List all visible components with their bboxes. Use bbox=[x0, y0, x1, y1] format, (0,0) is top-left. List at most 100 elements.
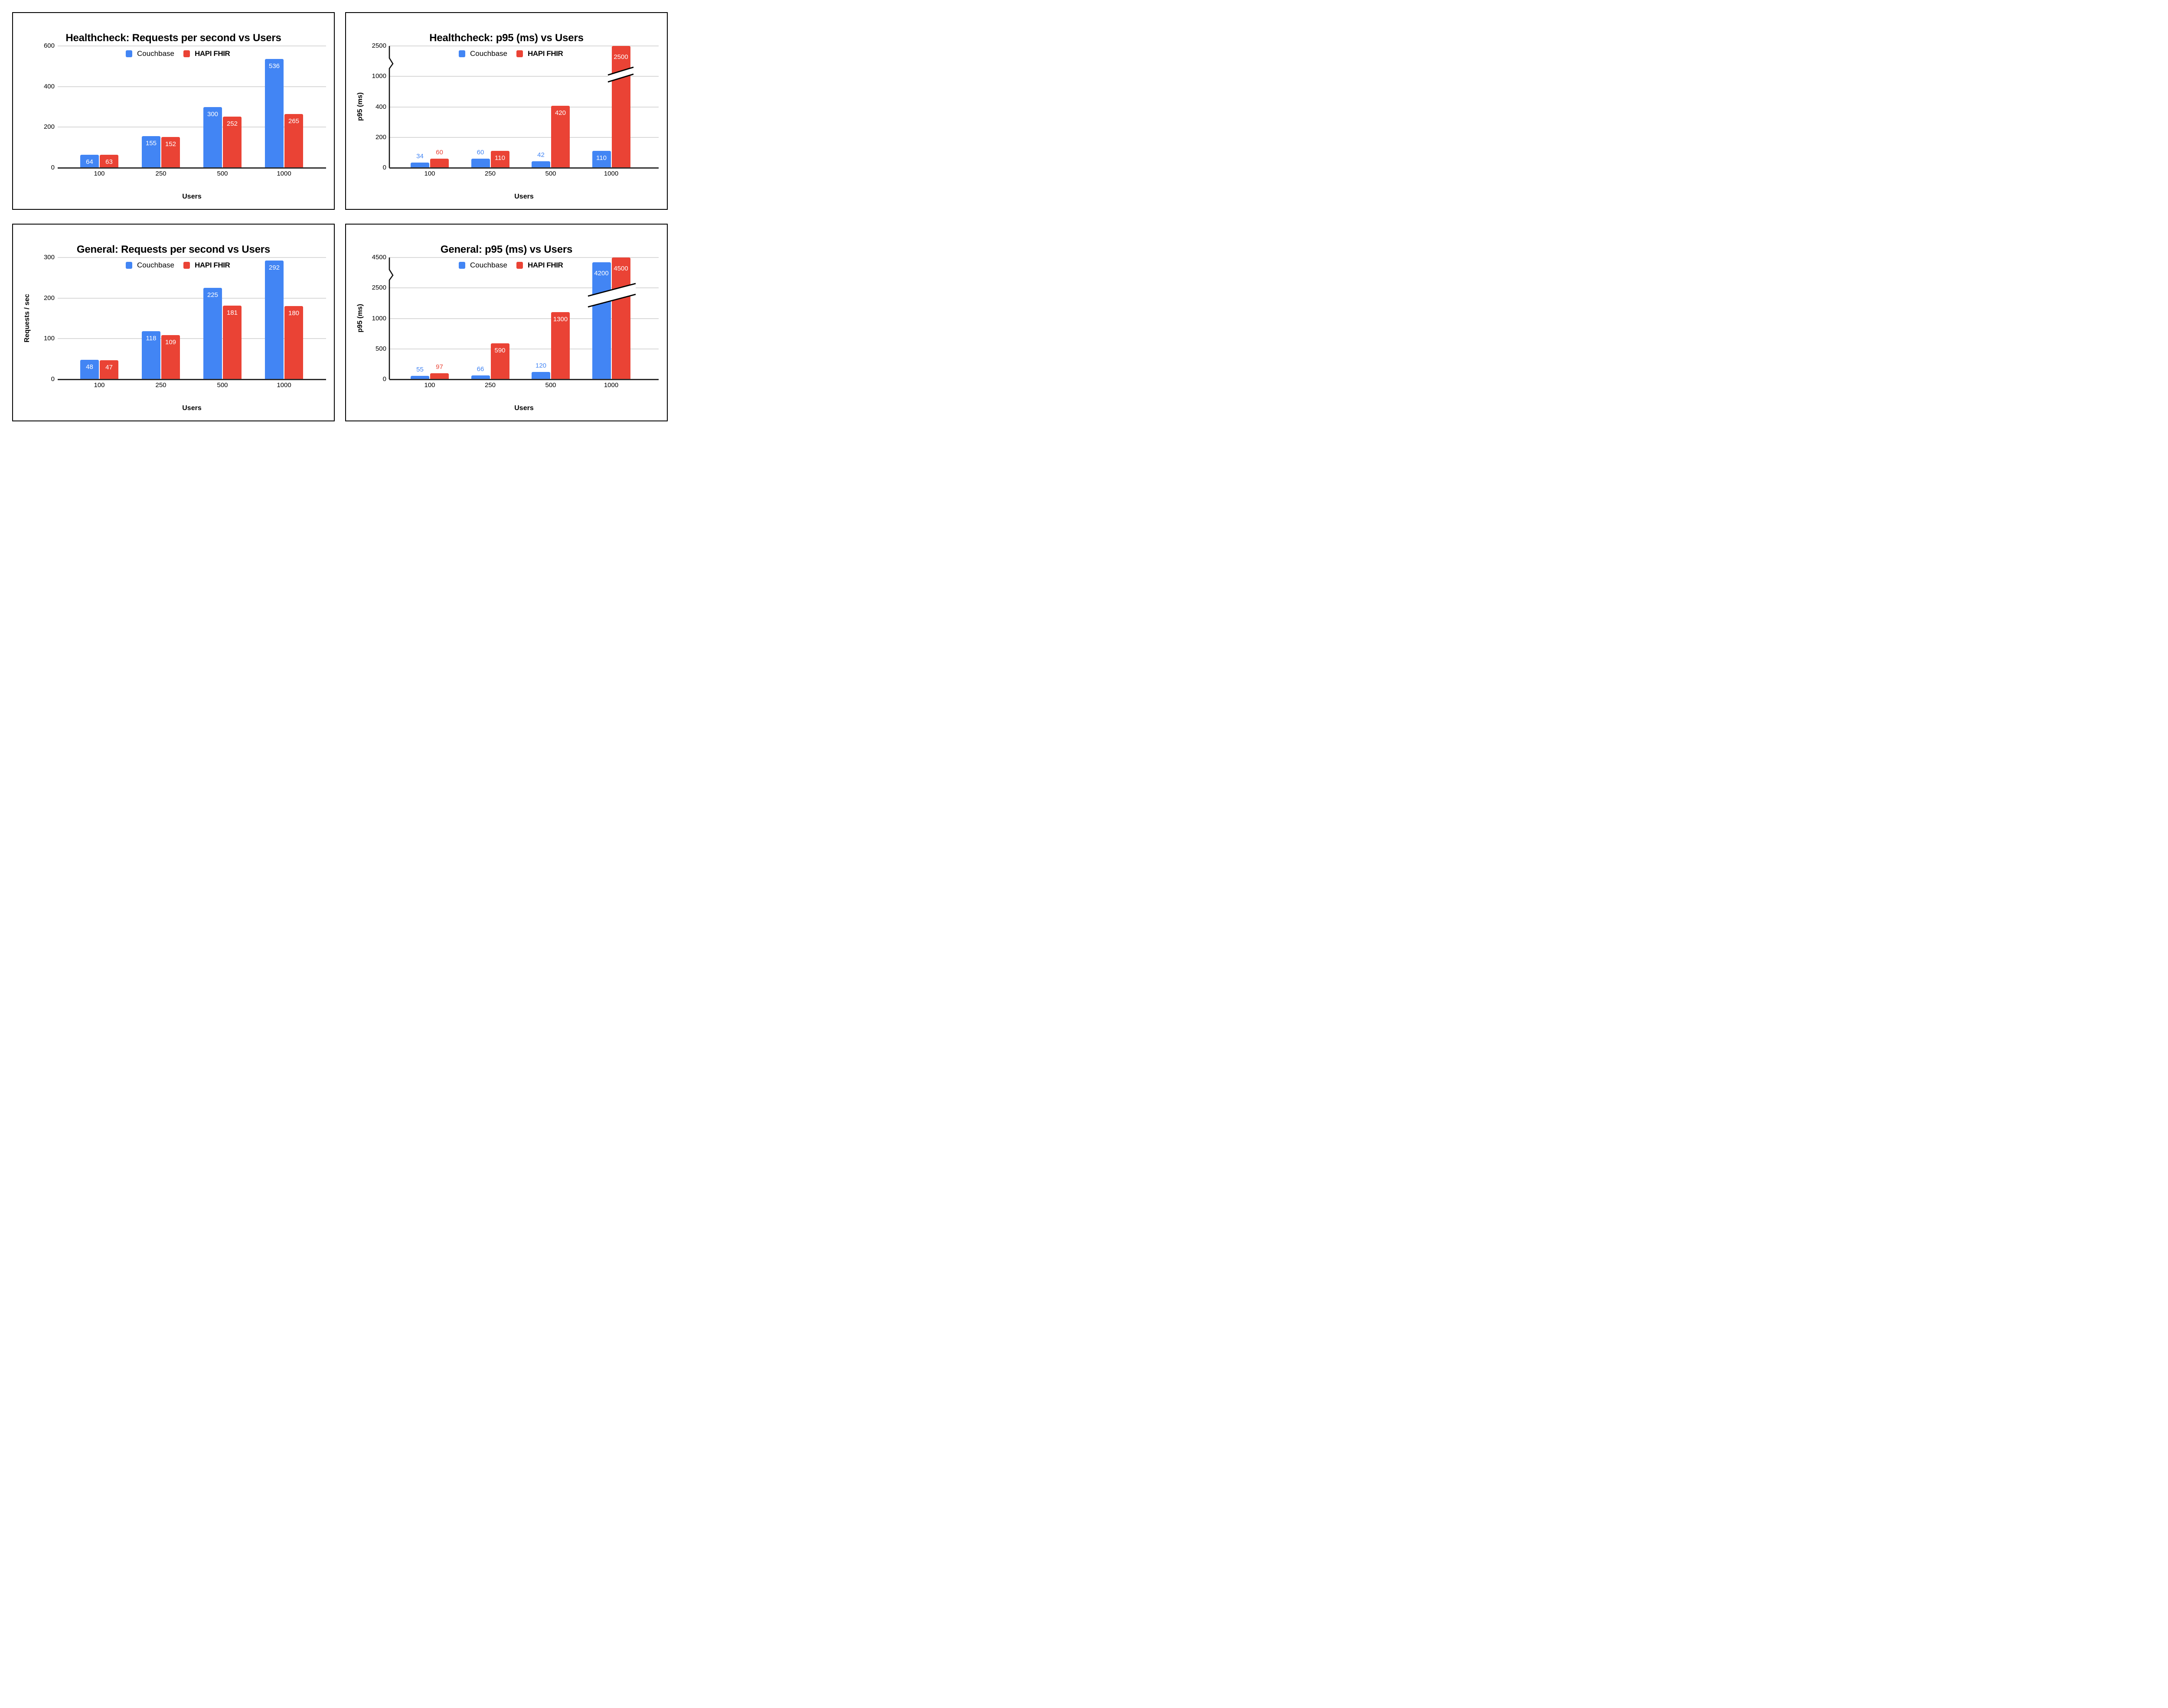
y-tick-label: 600 bbox=[43, 42, 55, 49]
value-label: 2500 bbox=[614, 53, 628, 61]
bar-hapi-fhir-1000 bbox=[611, 46, 630, 168]
x-tick-label: 500 bbox=[545, 381, 556, 389]
y-tick-label: 4500 bbox=[372, 254, 386, 261]
bar-hapi-fhir-250 bbox=[161, 137, 180, 168]
legend: Couchbase HAPI FHIR bbox=[459, 49, 563, 58]
value-label: 1300 bbox=[553, 316, 568, 323]
bar-hapi-fhir-100 bbox=[430, 373, 449, 379]
value-label: 300 bbox=[207, 110, 219, 118]
value-label: 420 bbox=[555, 109, 566, 117]
value-label: 64 bbox=[86, 158, 93, 166]
bar-hapi-fhir-100 bbox=[100, 360, 118, 379]
y-tick-label: 1000 bbox=[372, 314, 386, 322]
y-tick-label: 400 bbox=[375, 103, 386, 111]
bar-couchbase-1000 bbox=[592, 262, 611, 379]
chart-healthcheck-p95: Healthcheck: p95 (ms) vs Users p95 (ms) … bbox=[345, 12, 668, 210]
gridline bbox=[389, 287, 659, 289]
gridline bbox=[58, 257, 326, 258]
value-label: 34 bbox=[416, 153, 424, 160]
bar-couchbase-250 bbox=[142, 331, 160, 379]
gridline bbox=[389, 137, 659, 138]
value-label: 110 bbox=[495, 154, 505, 162]
y-tick-label: 300 bbox=[43, 254, 55, 261]
value-label: 152 bbox=[165, 140, 176, 148]
value-label: 4200 bbox=[594, 269, 609, 277]
y-tick-label: 200 bbox=[43, 123, 55, 131]
y-tick-label: 400 bbox=[43, 82, 55, 90]
bar-hapi-fhir-250 bbox=[490, 151, 509, 168]
y-tick-label: 0 bbox=[51, 164, 55, 171]
bar-hapi-fhir-1000 bbox=[284, 114, 303, 168]
chart-general-rps: General: Requests per second vs Users Re… bbox=[12, 224, 335, 421]
x-tick-label: 100 bbox=[94, 170, 105, 177]
value-label: 63 bbox=[105, 158, 113, 166]
gridline bbox=[58, 297, 326, 299]
x-tick-label: 100 bbox=[424, 381, 435, 389]
value-label: 48 bbox=[86, 363, 93, 371]
value-label: 590 bbox=[494, 347, 506, 355]
y-tick-label: 0 bbox=[51, 375, 55, 383]
y-tick-label: 2500 bbox=[372, 42, 386, 49]
y-tick-label: 500 bbox=[375, 345, 386, 352]
legend-label-hapi-fhir: HAPI FHIR bbox=[195, 261, 230, 269]
bar-couchbase-250 bbox=[142, 136, 160, 168]
hapi-fhir-swatch-icon bbox=[516, 50, 523, 57]
value-label: 47 bbox=[105, 363, 113, 371]
x-tick-label: 250 bbox=[484, 381, 496, 389]
x-tick-label: 500 bbox=[545, 170, 556, 177]
x-tick-label: 250 bbox=[484, 170, 496, 177]
x-axis-title: Users bbox=[182, 193, 202, 200]
gridline bbox=[58, 338, 326, 339]
x-tick-label: 250 bbox=[155, 170, 167, 177]
gridline bbox=[58, 86, 326, 87]
bar-couchbase-100 bbox=[411, 376, 429, 379]
y-tick-label: 100 bbox=[43, 335, 55, 342]
legend-label-hapi-fhir: HAPI FHIR bbox=[528, 261, 563, 269]
value-label: 55 bbox=[416, 366, 424, 374]
x-axis-title: Users bbox=[514, 193, 534, 200]
x-tick-label: 1000 bbox=[604, 381, 619, 389]
bar-hapi-fhir-250 bbox=[490, 343, 509, 379]
bar-hapi-fhir-500 bbox=[551, 312, 570, 379]
chart-title: Healthcheck: p95 (ms) vs Users bbox=[429, 32, 584, 44]
bar-couchbase-100 bbox=[80, 360, 99, 379]
bar-couchbase-500 bbox=[203, 288, 222, 379]
y-tick-label: 1000 bbox=[372, 72, 386, 80]
value-label: 110 bbox=[596, 154, 607, 162]
couchbase-swatch-icon bbox=[459, 50, 465, 57]
benchmark-charts-page: Healthcheck: Requests per second vs User… bbox=[0, 0, 671, 429]
y-tick-label: 200 bbox=[43, 294, 55, 302]
x-tick-label: 500 bbox=[217, 381, 228, 389]
x-axis-line bbox=[58, 379, 326, 380]
value-label: 118 bbox=[146, 335, 157, 342]
legend-label-couchbase: Couchbase bbox=[470, 261, 508, 269]
gridline bbox=[389, 76, 659, 77]
chart-general-p95: General: p95 (ms) vs Users p95 (ms) Couc… bbox=[345, 224, 668, 421]
x-tick-label: 1000 bbox=[604, 170, 619, 177]
bar-hapi-fhir-100 bbox=[100, 155, 118, 168]
bar-hapi-fhir-1000 bbox=[611, 258, 630, 379]
value-label: 60 bbox=[436, 148, 443, 156]
bar-couchbase-500 bbox=[532, 372, 550, 379]
bar-couchbase-100 bbox=[411, 163, 429, 168]
bar-couchbase-1000 bbox=[592, 151, 611, 168]
chart-healthcheck-rps: Healthcheck: Requests per second vs User… bbox=[12, 12, 335, 210]
value-label: 155 bbox=[145, 140, 157, 147]
x-tick-label: 1000 bbox=[277, 170, 291, 177]
value-label: 252 bbox=[226, 120, 238, 127]
value-label: 536 bbox=[268, 62, 280, 70]
value-label: 265 bbox=[288, 117, 300, 125]
chart-title: General: p95 (ms) vs Users bbox=[440, 243, 573, 255]
legend-label-couchbase: Couchbase bbox=[137, 261, 175, 269]
hapi-fhir-swatch-icon bbox=[516, 262, 523, 269]
bar-couchbase-1000 bbox=[265, 59, 284, 168]
bar-hapi-fhir-1000 bbox=[284, 306, 303, 379]
chart-title: Healthcheck: Requests per second vs User… bbox=[65, 32, 281, 44]
gridline bbox=[389, 318, 659, 319]
y-tick-label: 200 bbox=[375, 133, 386, 141]
bar-hapi-fhir-500 bbox=[223, 306, 242, 379]
bar-couchbase-500 bbox=[532, 161, 550, 168]
legend-label-couchbase: Couchbase bbox=[470, 49, 508, 58]
x-axis-title: Users bbox=[514, 404, 534, 412]
couchbase-swatch-icon bbox=[126, 50, 132, 57]
